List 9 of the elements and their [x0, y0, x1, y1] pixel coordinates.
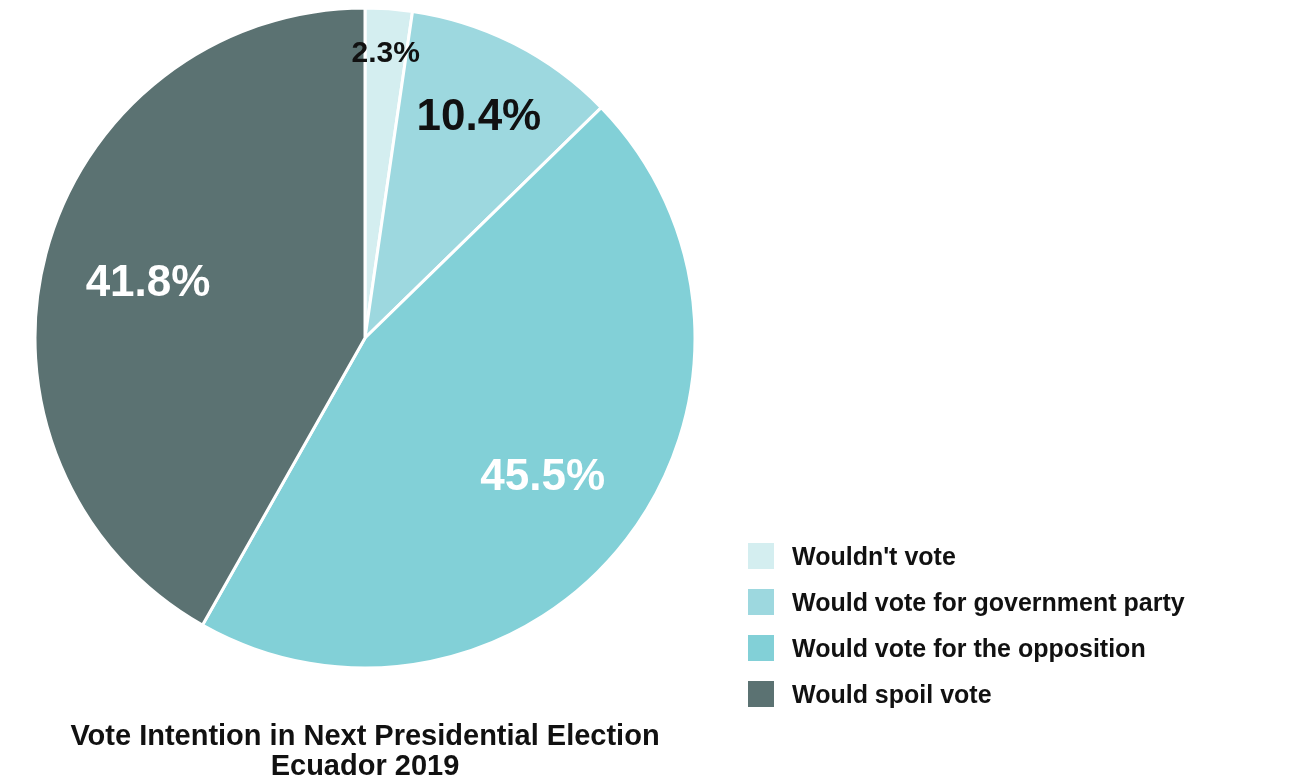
text: Vote Intention in Next Presidential Election — [70, 719, 660, 751]
text: Ecuador 2019 — [270, 749, 460, 781]
legend-label: Would vote for government party — [792, 588, 1185, 616]
legend-label: Would spoil vote — [792, 680, 992, 708]
data-label: 45.5% — [480, 450, 606, 500]
data-label: 41.8% — [85, 256, 211, 306]
legend-label: Wouldn't vote — [792, 542, 956, 570]
data-label: 10.4% — [416, 90, 542, 140]
legend-label: Would vote for the opposition — [792, 634, 1146, 662]
